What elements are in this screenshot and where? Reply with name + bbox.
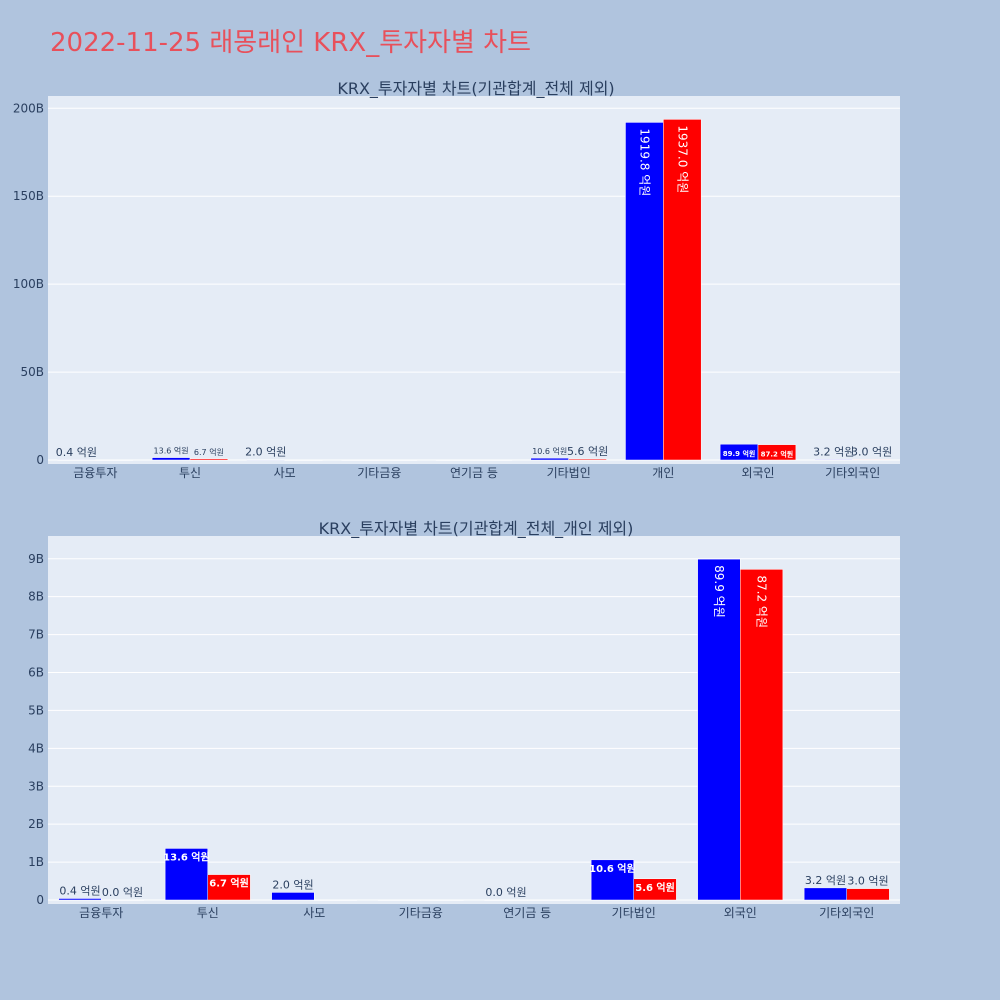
y-tick-label: 2B: [28, 817, 44, 831]
buy-bar: [377, 899, 421, 901]
buy-bar: [164, 848, 208, 901]
x-tick-label: 금융투자: [79, 906, 123, 920]
buy-bar: [590, 859, 635, 901]
chart-title: KRX_투자자별 차트(기관합계_전체 제외): [337, 79, 614, 99]
y-tick-label: 100B: [13, 277, 44, 291]
sell-bar: [852, 459, 891, 461]
y-tick-label: 0: [36, 453, 44, 467]
x-tick-label: 기타외국인: [819, 906, 874, 920]
data-label: 3.2 억원: [813, 445, 854, 458]
sell-bar: [189, 458, 229, 461]
y-tick-label: 9B: [28, 552, 44, 566]
buy-bar: [625, 122, 664, 461]
y-tick-label: 1B: [28, 855, 44, 869]
data-label: 87.2 억원: [755, 575, 769, 628]
data-label: 0.0 억원: [102, 886, 143, 899]
data-label: 87.2 억원: [761, 450, 794, 459]
y-tick-label: 7B: [28, 628, 44, 642]
buy-bar: [341, 459, 380, 461]
chart-panel-2: 0 1B 2B 3B 4B 5B 6B 7B 8B 9B KRX_투자자별 차트(기관합계_전체_개…: [28, 519, 900, 920]
x-tick-label: 기타외국인: [825, 466, 880, 480]
data-label: 10.6 억원: [589, 862, 636, 875]
sell-bar: [207, 874, 251, 901]
x-tick-label: 투신: [197, 906, 219, 920]
y-tick-label: 4B: [28, 741, 44, 755]
buy-bar: [484, 899, 528, 901]
sell-bar: [527, 899, 571, 901]
sell-bar: [284, 459, 323, 461]
x-tick-label: 기타법인: [547, 466, 591, 480]
buy-bar: [814, 459, 853, 461]
y-tick-label: 6B: [28, 666, 44, 680]
sell-bar: [473, 459, 513, 461]
data-label: 89.9 억원: [723, 449, 756, 458]
data-label: 6.7 억원: [209, 877, 249, 890]
x-tick-label: 연기금 등: [450, 466, 498, 480]
sell-bar: [663, 119, 702, 461]
buy-bar: [697, 558, 741, 901]
data-label: 5.6 억원: [567, 445, 608, 458]
buy-bar: [57, 459, 96, 461]
buy-bar: [271, 892, 315, 901]
data-label: 2.0 억원: [272, 878, 313, 891]
x-tick-label: 기타법인: [612, 906, 656, 920]
x-tick-label: 개인: [652, 466, 674, 480]
buy-bar: [803, 887, 848, 901]
sell-bar: [633, 878, 677, 901]
x-tick-label: 연기금 등: [503, 906, 551, 920]
y-tick-label: 50B: [20, 365, 44, 379]
page-title: 2022-11-25 래몽래인 KRX_투자자별 차트: [50, 28, 532, 58]
data-label: 6.7 억원: [194, 447, 224, 457]
data-label: 2.0 억원: [245, 446, 286, 459]
buy-bar: [151, 457, 191, 461]
x-tick-label: 사모: [274, 466, 296, 480]
sell-bar: [379, 459, 418, 461]
buy-bar: [246, 459, 285, 461]
data-label: 3.0 억원: [847, 875, 888, 888]
data-label: 0.0 억원: [485, 886, 526, 899]
data-label: 10.6 억원: [532, 446, 567, 456]
sell-bar: [757, 444, 797, 461]
sell-bar: [568, 458, 607, 461]
chart-title: KRX_투자자별 차트(기관합계_전체_개인 제외): [319, 519, 634, 539]
sell-bar: [420, 899, 464, 901]
buy-bar: [435, 459, 475, 461]
x-tick-label: 투신: [179, 466, 201, 480]
data-label: 13.6 억원: [163, 850, 210, 863]
data-label: 13.6 억원: [154, 446, 189, 456]
data-label: 3.0 억원: [851, 445, 892, 458]
sell-bar: [314, 899, 358, 901]
y-tick-label: 150B: [13, 189, 44, 203]
data-label: 1919.8 억원: [637, 128, 651, 196]
buy-bar: [530, 457, 569, 461]
y-tick-label: 0: [36, 893, 44, 907]
sell-bar: [95, 459, 134, 461]
plot-area: [48, 96, 900, 464]
sell-bar: [101, 899, 145, 901]
y-tick-label: 200B: [13, 101, 44, 115]
x-tick-label: 외국인: [741, 466, 774, 480]
sell-bar: [846, 888, 890, 901]
data-label: 89.9 억원: [712, 565, 726, 618]
data-label: 0.4 억원: [56, 446, 97, 459]
buy-bar: [58, 898, 102, 901]
data-label: 3.2 억원: [805, 874, 846, 887]
data-label: 0.4 억원: [59, 884, 100, 897]
data-label: 5.6 억원: [635, 881, 675, 894]
x-tick-label: 기타금융: [399, 906, 443, 920]
data-label: 1937.0 억원: [675, 125, 689, 193]
x-tick-label: 금융투자: [73, 466, 117, 480]
x-tick-label: 기타금융: [357, 466, 401, 480]
x-tick-label: 외국인: [724, 906, 757, 920]
chart-panel-1: 0 50B 100B 150B 200B KRX_투자자별 차트(기관합계_전체 제외) 금…: [13, 79, 900, 480]
sell-bar: [740, 569, 784, 901]
y-tick-label: 8B: [28, 590, 44, 604]
y-tick-label: 3B: [28, 779, 44, 793]
x-tick-label: 사모: [303, 906, 325, 920]
y-tick-label: 5B: [28, 703, 44, 717]
